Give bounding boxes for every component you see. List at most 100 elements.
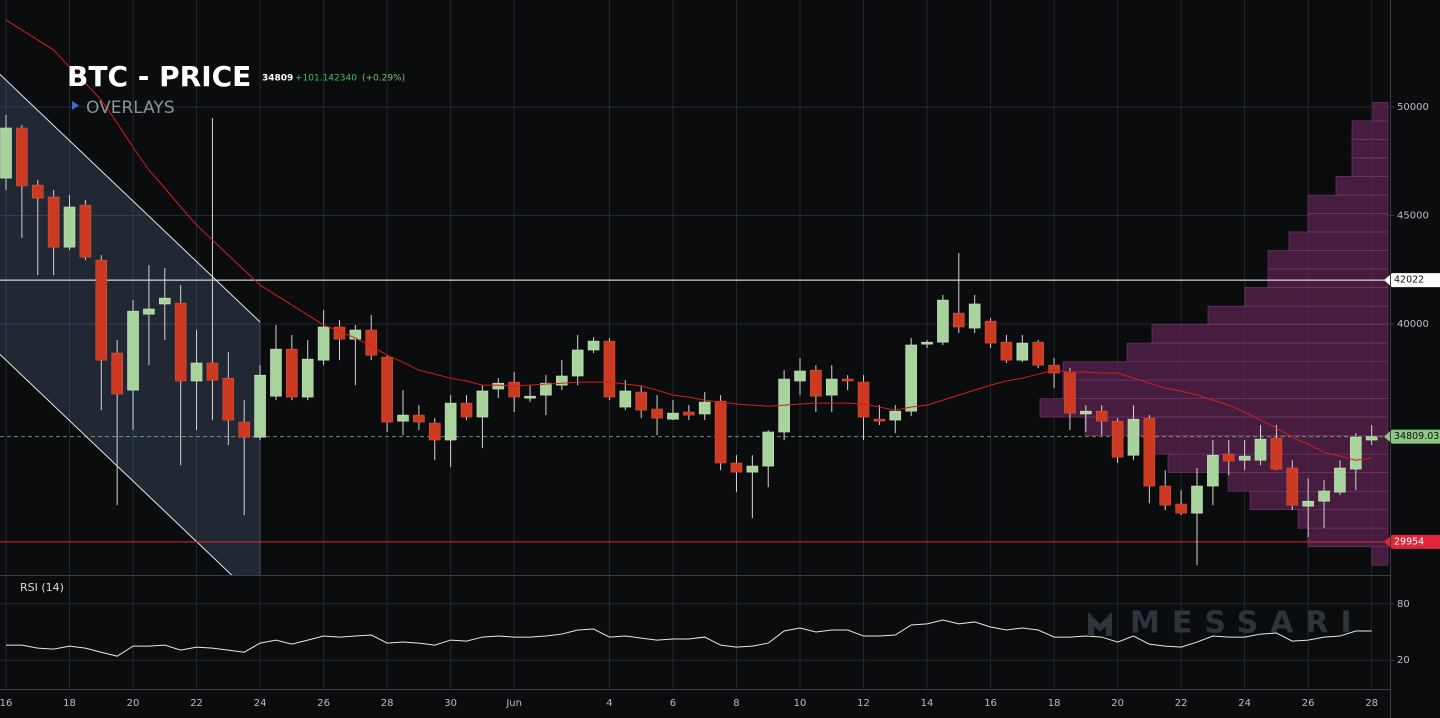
candle-body — [1111, 420, 1124, 458]
candle-body — [254, 374, 266, 438]
candle-body — [746, 465, 759, 473]
candle-body — [492, 382, 505, 390]
candle-body — [444, 402, 457, 441]
candle-body — [476, 390, 489, 418]
x-tick-label: 8 — [733, 698, 739, 709]
candle-body — [286, 348, 298, 398]
y-tick-label: 40000 — [1397, 319, 1429, 330]
candle-body — [794, 370, 806, 382]
candle-body — [301, 358, 314, 398]
x-tick-label: 24 — [1238, 698, 1251, 709]
x-tick-label: 4 — [606, 698, 612, 709]
volume-profile-bar — [1288, 231, 1389, 251]
candle-body — [952, 312, 965, 328]
overlays-toggle-icon[interactable] — [72, 101, 79, 110]
candle-body — [683, 411, 695, 416]
candle-body — [270, 348, 282, 397]
candle-body — [381, 356, 393, 423]
candle-body — [111, 352, 123, 395]
candle-body — [1175, 503, 1187, 514]
candle-body — [159, 297, 171, 305]
candle-body — [1254, 438, 1267, 461]
candle-body — [619, 390, 632, 408]
x-tick-label: Jun — [505, 698, 522, 709]
candle-body — [1334, 467, 1346, 493]
candle-body — [1080, 410, 1092, 415]
volume-profile-bar — [1267, 250, 1389, 270]
x-tick-label: 22 — [190, 698, 203, 709]
chart-title: BTC - PRICE — [67, 60, 251, 93]
volume-profile-bar — [1351, 120, 1389, 140]
x-tick-label: 20 — [1111, 698, 1124, 709]
candle-body — [206, 362, 219, 381]
candle-body — [1159, 485, 1172, 506]
level-tag — [1384, 534, 1440, 549]
watermark-text: MESSARI — [1130, 606, 1364, 641]
volume-profile-bar — [1371, 546, 1389, 566]
candle-body — [1350, 436, 1362, 470]
candle-body — [1238, 455, 1251, 461]
x-tick-label: 16 — [984, 698, 997, 709]
candle-body — [0, 127, 12, 179]
x-tick-label: 24 — [254, 698, 267, 709]
candle-body — [16, 127, 28, 187]
candle-body — [1064, 371, 1076, 414]
candle-body — [1191, 485, 1203, 514]
candle-body — [667, 412, 679, 420]
level-tag — [1384, 429, 1440, 444]
candle-body — [1032, 341, 1044, 366]
candle-body — [127, 310, 139, 391]
price-panel — [0, 19, 1390, 575]
channel-lower — [0, 353, 233, 575]
volume-profile-bar — [1307, 527, 1389, 548]
overlays-toggle[interactable]: OVERLAYS — [86, 98, 175, 118]
candle-body — [397, 414, 409, 422]
candle-body — [95, 259, 108, 361]
x-tick-label: 14 — [921, 698, 934, 709]
candle-body — [31, 184, 44, 199]
candle-body — [238, 421, 250, 438]
candle-body — [762, 431, 775, 467]
candle-body — [841, 378, 854, 382]
x-tick-label: 10 — [794, 698, 807, 709]
watermark-logo — [1088, 612, 1112, 636]
level-tag — [1384, 273, 1440, 288]
volume-profile-bar — [1297, 509, 1389, 529]
volume-profile-bar — [1372, 102, 1389, 122]
candle-body — [587, 340, 600, 351]
candle-body — [905, 344, 917, 412]
change-pct-text: (+0.29%) — [362, 74, 405, 84]
volume-profile-bar — [1151, 324, 1389, 344]
candle-body — [730, 462, 743, 473]
candle-body — [1365, 436, 1378, 441]
candle-body — [698, 401, 711, 415]
candle-body — [921, 341, 933, 345]
volume-profile-bar — [1335, 176, 1389, 196]
volume-profile-bar — [1351, 139, 1389, 159]
candle-body — [1143, 417, 1156, 487]
channel-upper — [0, 73, 261, 323]
candle-body — [857, 381, 870, 418]
x-tick-label: 18 — [63, 698, 76, 709]
level-tag-label: 42022 — [1394, 275, 1424, 286]
candle-body — [317, 326, 330, 361]
volume-profile-bar — [1062, 379, 1389, 399]
candle-body — [540, 382, 552, 396]
axis-layer: 16 18 20 22 24 26 28 30 Jun 4 6 8 10 12 14 16 18 20 22 24 26… — [0, 102, 1440, 709]
candle-body — [1286, 467, 1299, 506]
candle-body — [555, 375, 568, 386]
watermark: MESSARI — [1088, 606, 1364, 641]
candle-body — [47, 196, 60, 248]
x-tick-label: 28 — [381, 698, 394, 709]
candle-body — [889, 410, 902, 421]
moving-average-line — [5, 19, 1372, 461]
x-tick-label: 16 — [0, 698, 12, 709]
candle-body — [428, 422, 441, 441]
candle-body — [190, 362, 203, 382]
y-tick-label: 20 — [1397, 655, 1410, 666]
candle-body — [825, 378, 838, 396]
rsi-title: RSI (14) — [20, 581, 64, 594]
candle-body — [873, 418, 886, 422]
